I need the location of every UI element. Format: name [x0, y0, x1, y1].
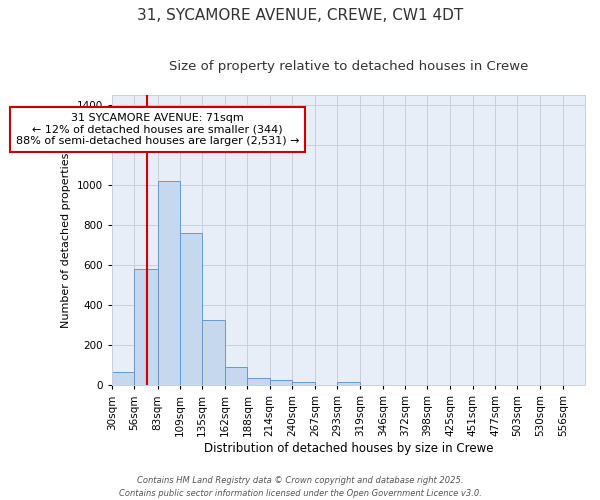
Text: Contains HM Land Registry data © Crown copyright and database right 2025.
Contai: Contains HM Land Registry data © Crown c…	[119, 476, 481, 498]
Bar	[247, 378, 270, 386]
Title: Size of property relative to detached houses in Crewe: Size of property relative to detached ho…	[169, 60, 528, 73]
Bar	[337, 382, 359, 386]
Bar	[112, 372, 134, 386]
Bar	[134, 269, 158, 386]
Bar	[202, 320, 225, 386]
Bar	[180, 233, 202, 386]
Bar	[270, 380, 292, 386]
Bar	[158, 181, 180, 386]
X-axis label: Distribution of detached houses by size in Crewe: Distribution of detached houses by size …	[204, 442, 493, 455]
Bar	[225, 368, 247, 386]
Text: 31, SYCAMORE AVENUE, CREWE, CW1 4DT: 31, SYCAMORE AVENUE, CREWE, CW1 4DT	[137, 8, 463, 22]
Text: 31 SYCAMORE AVENUE: 71sqm
← 12% of detached houses are smaller (344)
88% of semi: 31 SYCAMORE AVENUE: 71sqm ← 12% of detac…	[16, 113, 299, 146]
Y-axis label: Number of detached properties: Number of detached properties	[61, 152, 71, 328]
Bar	[292, 382, 315, 386]
